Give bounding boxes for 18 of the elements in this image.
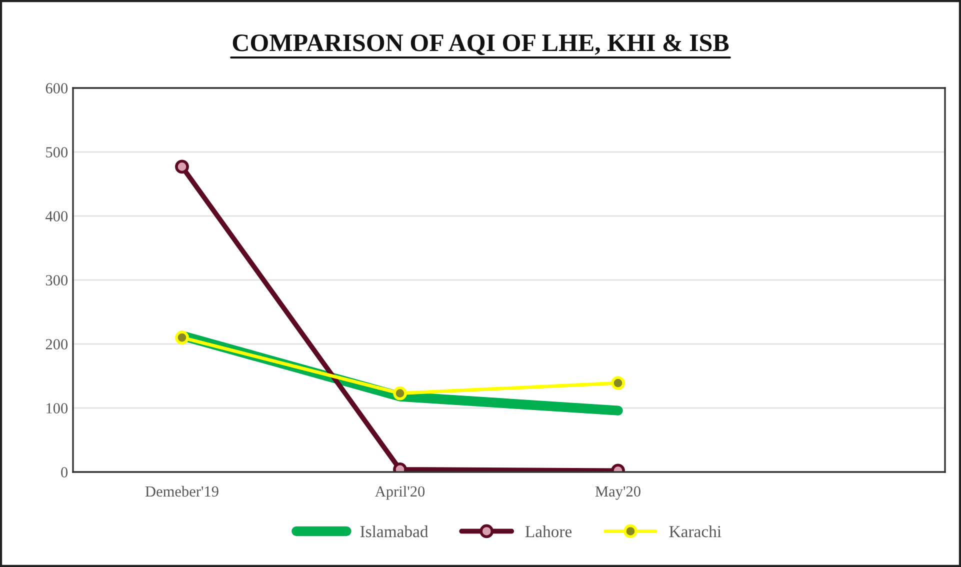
x-tick-label: Demeber'19 — [145, 486, 218, 497]
legend-label: Lahore — [525, 526, 572, 538]
point — [611, 376, 625, 390]
point — [175, 330, 189, 345]
y-tick-label: 400 — [46, 211, 68, 222]
y-tick-label: 600 — [46, 83, 68, 94]
legend-label: Islamabad — [360, 526, 428, 538]
y-tick-label: 200 — [46, 339, 68, 350]
x-tick-label: April'20 — [375, 486, 425, 500]
y-tick-label: 500 — [46, 147, 68, 158]
y-tick-label: 100 — [46, 403, 68, 414]
x-tick-label: May'20 — [595, 486, 640, 500]
y-tick-label: 300 — [46, 275, 68, 286]
chart-title: COMPARISON OF AQI OF LHE, KHI & ISB — [232, 34, 729, 56]
point — [175, 160, 189, 174]
y-tick-label: 0 — [61, 467, 68, 478]
point — [393, 386, 407, 400]
legend-label: Karachi — [669, 526, 722, 538]
